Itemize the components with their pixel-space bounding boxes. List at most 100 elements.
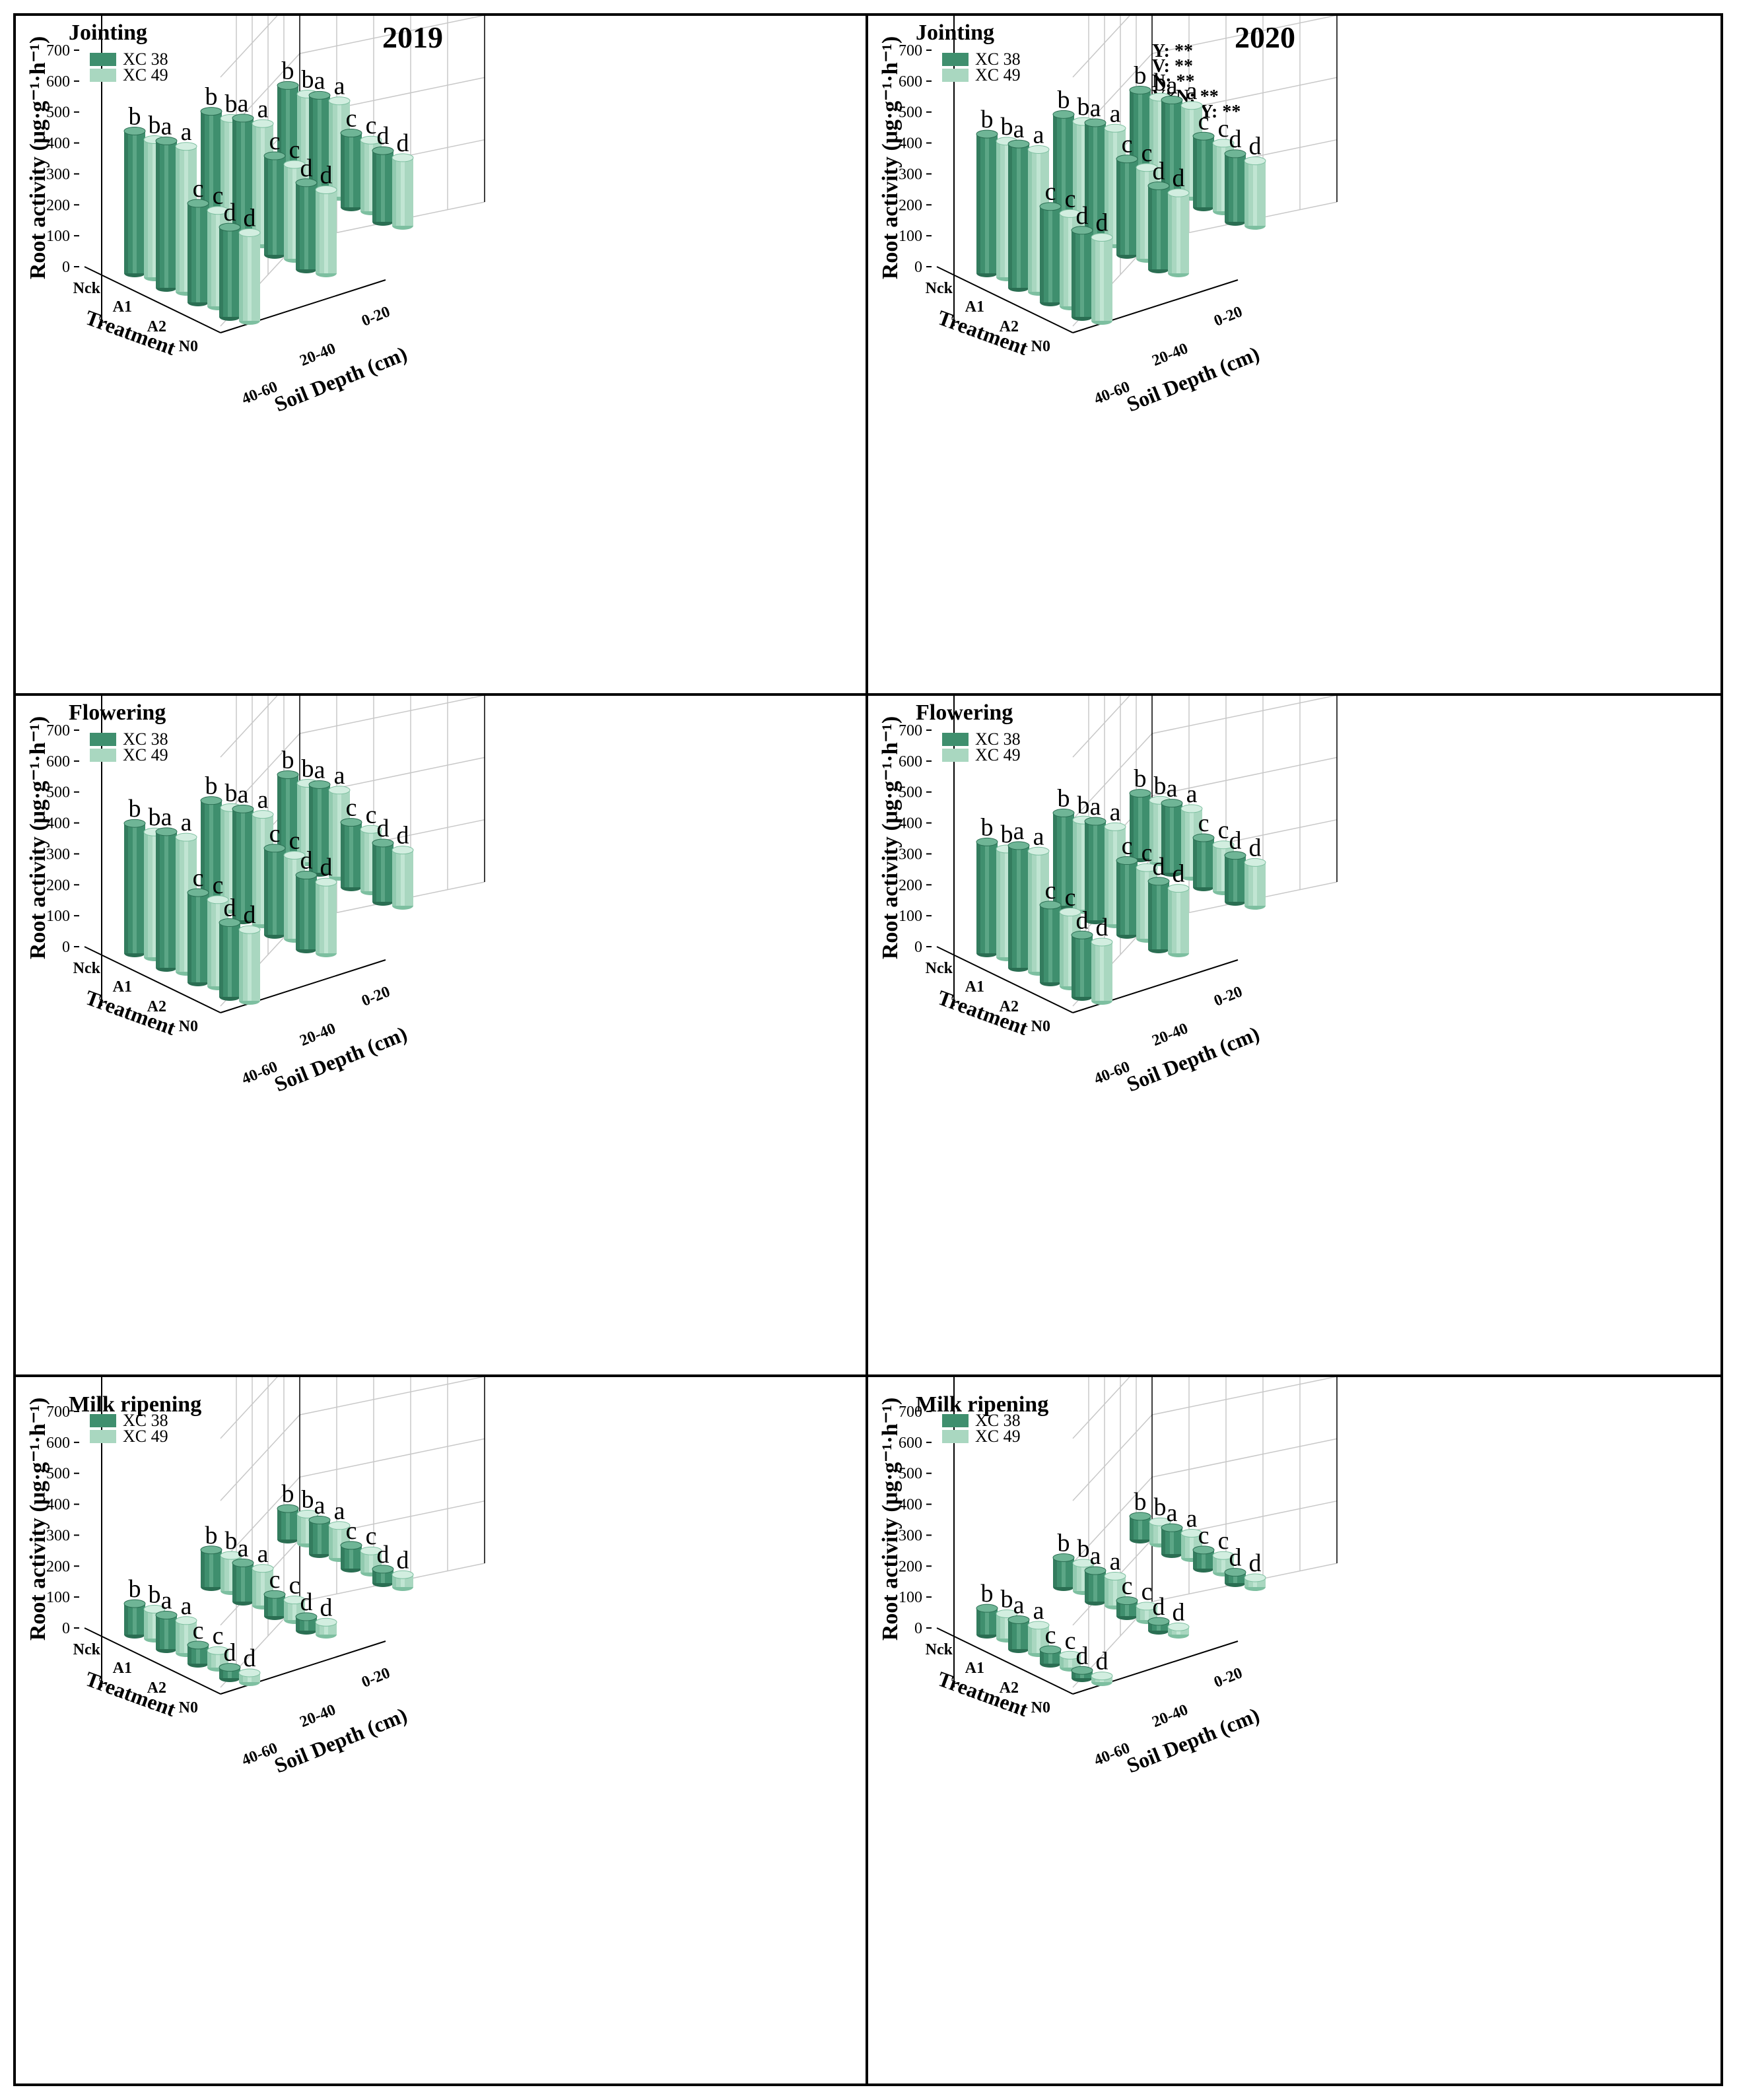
treatment-tick-label: Nck [73, 280, 101, 297]
bar-xc49-top [1104, 822, 1126, 831]
y-tick-label: 0 [914, 1620, 922, 1637]
bar-xc49-top [283, 160, 306, 169]
bar-xc49-top [207, 206, 229, 215]
bar-xc38: b [277, 1480, 299, 1543]
bar-xc38-shade [1040, 206, 1044, 302]
bar-xc38-letter: b [282, 1480, 294, 1508]
bar-xc38-shade [156, 1615, 160, 1649]
bar-xc38-shade [341, 822, 345, 887]
bar-xc38-top [1192, 1545, 1215, 1555]
bar-xc38-letter: a [314, 67, 325, 94]
bar-xc38-highlight [381, 1569, 385, 1583]
bar-xc38: b [976, 106, 998, 277]
treatment-tick-label: A1 [113, 978, 132, 996]
bar-xc49: c [1059, 1627, 1081, 1672]
bar-xc49-letter: d [320, 161, 333, 189]
bar-xc49-top [1149, 1517, 1171, 1526]
bar-xc38: c [1192, 809, 1215, 891]
bar-xc49: d [1091, 914, 1113, 1005]
bar-xc38-top [232, 804, 254, 813]
bar-xc49-letter: a [257, 1540, 269, 1568]
bar-xc38-shade [1148, 881, 1152, 949]
y-tick-label: 600 [46, 73, 70, 90]
bar-xc49-highlight [184, 837, 188, 972]
bar-xc49-shade [1028, 851, 1032, 972]
bar-xc38-shade [201, 111, 205, 226]
bar-xc49-letter: d [397, 129, 409, 157]
y-tick-label: 100 [46, 908, 70, 925]
bar-xc49: d [392, 129, 414, 230]
bar-xc38-top [123, 1599, 146, 1608]
bar-xc49-highlight [337, 1525, 341, 1558]
legend-label-xc38: XC 38 [975, 1411, 1021, 1430]
y-tick-label: 400 [899, 815, 922, 832]
bar-xc38-highlight [196, 1644, 200, 1664]
bar-xc49-highlight [261, 814, 265, 924]
bar-xc38-letter: d [1229, 125, 1242, 153]
bar-xc38-highlight [1233, 153, 1237, 222]
bar-xc38-top [1084, 1566, 1107, 1575]
legend-label-xc49: XC 49 [123, 65, 168, 85]
depth-tick-label: 0-20 [1211, 1664, 1245, 1691]
y-tick-label: 500 [899, 104, 922, 121]
bar-xc49-top [328, 786, 351, 795]
bar-xc49-shade [297, 783, 301, 862]
bar-xc49-letter: a [1186, 1505, 1198, 1533]
bar-xc38: d [295, 847, 318, 953]
y-tick-label: 400 [899, 135, 922, 152]
y-tick-label: 500 [899, 1466, 922, 1483]
bar-xc49-highlight [1005, 849, 1009, 957]
bar-xc49-top [360, 1546, 382, 1555]
bar-xc49-highlight [292, 855, 296, 939]
bar-xc38-letter: b [205, 772, 218, 800]
bar-xc38: c [1192, 108, 1215, 211]
bar-xc49: d [1244, 1549, 1266, 1591]
bar-xc38-highlight [164, 831, 168, 968]
bar-xc38: d [1147, 157, 1170, 273]
bar-xc38-highlight [1062, 1557, 1066, 1587]
bar-xc38-shade [219, 1667, 223, 1678]
y-tick-label: 0 [62, 1620, 70, 1637]
bar-xc49-top [143, 1604, 166, 1613]
bar-xc49-shade [1136, 1606, 1140, 1620]
bar-xc49-letter: a [334, 762, 345, 790]
bar-xc49-top [1091, 1672, 1113, 1681]
bar-xc38-top [308, 1515, 331, 1524]
bar-xc38-shade [309, 784, 313, 873]
bar-xc49-letter: c [366, 1522, 377, 1550]
bar-xc38-highlight [318, 1520, 322, 1554]
bar-xc49-top [175, 142, 197, 151]
bar-xc38-shade [277, 1508, 281, 1540]
bar-xc38-highlight [1138, 793, 1142, 858]
bar-xc38-highlight [1062, 813, 1066, 906]
bar-xc49-top [175, 1616, 197, 1625]
treatment-axis-line [84, 946, 221, 1013]
y-tick-label: 700 [899, 722, 922, 739]
treatment-tick-label: N0 [1031, 1018, 1050, 1035]
bar-xc49-highlight [1158, 800, 1162, 862]
bar-xc49-highlight [337, 790, 341, 877]
bar-xc38-highlight [1080, 935, 1084, 997]
bar-xc38-letter: b [981, 813, 994, 841]
bar-xc49-shade [1073, 1563, 1077, 1591]
bar-xc38-top [219, 918, 241, 928]
bar-xc49-letter: b [149, 111, 161, 139]
treatment-tick-label: Nck [926, 280, 953, 297]
bar-xc49-top [1180, 1529, 1203, 1538]
bar-xc49-highlight [1081, 820, 1085, 910]
bar-xc38: d [1224, 125, 1246, 226]
bar-xc49-letter: b [302, 65, 314, 93]
bar-xc38-shade [156, 831, 160, 968]
bar-xc38: d [219, 199, 241, 321]
bar-xc49-highlight [306, 1514, 310, 1543]
bar-xc49-highlight [324, 882, 328, 953]
bar-xc49-letter: b [1001, 113, 1013, 141]
bar-xc49-shade [360, 140, 364, 211]
bar-xc49-shade [1105, 128, 1108, 244]
bar-xc49-letter: c [289, 1572, 300, 1600]
treatment-tick-label: Nck [926, 960, 953, 977]
treatment-tick-label: N0 [1031, 338, 1050, 355]
